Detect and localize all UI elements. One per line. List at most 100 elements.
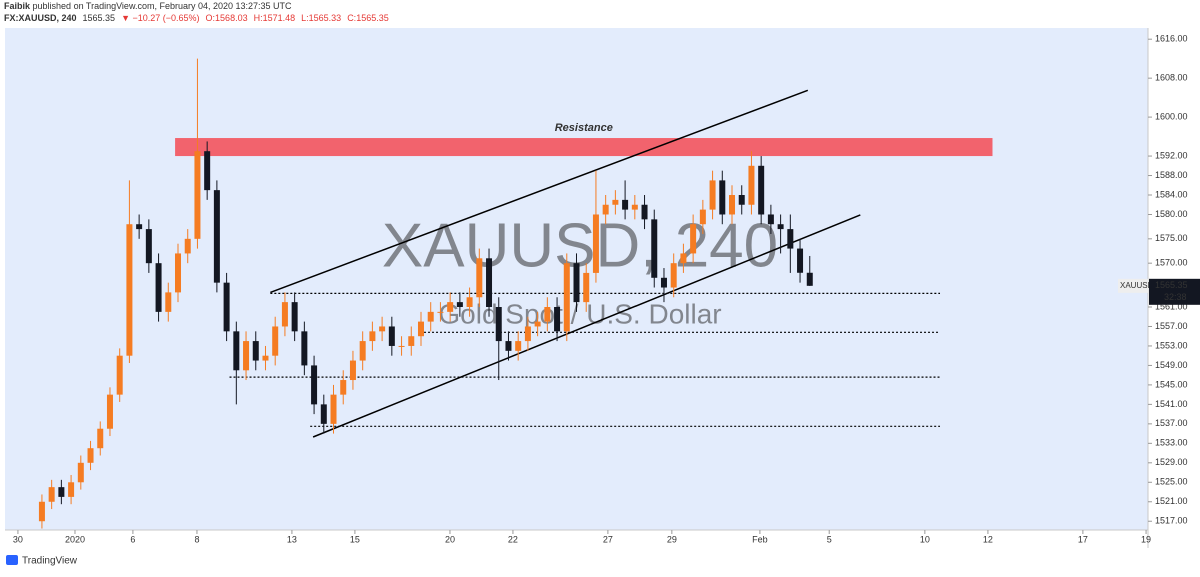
candle-body: [194, 151, 201, 239]
candle-body: [262, 355, 269, 361]
y-tick-label: 1537.00: [1155, 418, 1188, 428]
candle-body: [311, 365, 318, 405]
watermark-sub: Gold Spot / U.S. Dollar: [438, 298, 721, 329]
x-tick-label: 13: [287, 534, 297, 544]
candle-body: [651, 219, 658, 278]
candle-body: [699, 209, 706, 225]
candle-body: [758, 165, 765, 215]
x-tick-label: 29: [667, 534, 677, 544]
candle-body: [777, 224, 784, 230]
x-tick-label: 20: [445, 534, 455, 544]
candle-body: [301, 331, 308, 366]
candle-body: [281, 302, 288, 327]
candle-body: [495, 306, 502, 342]
candle-body: [204, 151, 211, 191]
candle-body: [330, 394, 337, 424]
candle-body: [97, 428, 104, 449]
candle-body: [165, 292, 172, 312]
x-tick-label: 10: [920, 534, 930, 544]
candle-body: [680, 253, 687, 264]
last: 1565.35: [83, 13, 116, 23]
candle-body: [738, 195, 745, 205]
symbol: FX:XAUUSD, 240: [4, 13, 77, 23]
header-line: Faibik published on TradingView.com, Feb…: [4, 1, 292, 11]
candle-body: [806, 272, 813, 286]
y-tick-label: 1616.00: [1155, 34, 1188, 44]
x-tick-label: 17: [1078, 534, 1088, 544]
y-tick-label: 1533.00: [1155, 438, 1188, 448]
candle-body: [787, 229, 794, 249]
candle-body: [524, 326, 531, 342]
candle-body: [136, 224, 143, 230]
x-tick-label: 12: [983, 534, 993, 544]
candle-body: [592, 214, 599, 273]
candle-body: [243, 341, 250, 371]
candle-body: [719, 180, 726, 215]
y-tick-label: 1541.00: [1155, 399, 1188, 409]
y-tick-label: 1580.00: [1155, 209, 1188, 219]
ohlc: H:1571.48: [254, 13, 296, 23]
candle-body: [583, 272, 590, 303]
candle-body: [272, 326, 279, 356]
y-tick-label: 1553.00: [1155, 340, 1188, 350]
footer: TradingView: [6, 555, 78, 567]
candle-body: [38, 501, 45, 522]
candle-body: [476, 258, 483, 298]
candle-body: [709, 180, 716, 210]
candle-body: [622, 199, 629, 210]
candle-body: [748, 165, 755, 205]
y-tick-label: 1588.00: [1155, 170, 1188, 180]
candle-body: [213, 190, 220, 283]
candle-body: [660, 277, 667, 288]
candle-body: [544, 306, 551, 322]
candle-body: [797, 248, 804, 273]
brand: TradingView: [22, 556, 78, 567]
candle-body: [447, 302, 454, 312]
candle-body: [116, 355, 123, 395]
x-tick-label: 2020: [65, 534, 85, 544]
x-tick-label: 5: [827, 534, 832, 544]
candle-body: [729, 195, 736, 215]
candle-body: [320, 404, 327, 424]
channel-line: [312, 214, 861, 438]
candle-body: [126, 224, 133, 356]
y-tick-label: 1557.00: [1155, 321, 1188, 331]
last-price: 1565.35: [1155, 280, 1188, 290]
candle-body: [388, 326, 395, 346]
x-tick-label: 6: [130, 534, 135, 544]
y-tick-label: 1525.00: [1155, 477, 1188, 487]
y-tick-label: 1608.00: [1155, 73, 1188, 83]
watermark: XAUUSD, 240: [382, 211, 778, 280]
y-tick-label: 1570.00: [1155, 258, 1188, 268]
candle-body: [68, 482, 75, 497]
logo: [6, 555, 18, 565]
resistance-zone: [175, 138, 993, 157]
x-tick-label: 8: [194, 534, 199, 544]
candle-body: [670, 263, 677, 288]
candle-body: [456, 302, 463, 307]
ohlc: C:1565.35: [347, 13, 389, 23]
candle-body: [175, 253, 182, 293]
candle-body: [612, 199, 619, 205]
candle-body: [631, 204, 638, 210]
candle-body: [349, 360, 356, 381]
y-tick-label: 1521.00: [1155, 496, 1188, 506]
candle-body: [505, 341, 512, 351]
candle-body: [573, 263, 580, 303]
candle-body: [486, 258, 493, 307]
candle-body: [48, 487, 55, 502]
candle-body: [155, 263, 162, 312]
published: published on TradingView.com, February 0…: [33, 1, 292, 11]
y-tick-label: 1600.00: [1155, 111, 1188, 121]
header-line: FX:XAUUSD, 240 1565.35 ▼ −10.27 (−0.65%) O:…: [4, 13, 389, 23]
candle-body: [554, 306, 561, 332]
candle-body: [602, 204, 609, 215]
candle-body: [466, 297, 473, 307]
candle-body: [563, 263, 570, 332]
candle-body: [515, 341, 522, 351]
marks: Resistance 1616.00 1608.00 1600.00 1592.00 15…: [13, 34, 1200, 544]
x-tick-label: 19: [1141, 534, 1151, 544]
y-tick-label: 1592.00: [1155, 150, 1188, 160]
candle-body: [767, 214, 774, 225]
